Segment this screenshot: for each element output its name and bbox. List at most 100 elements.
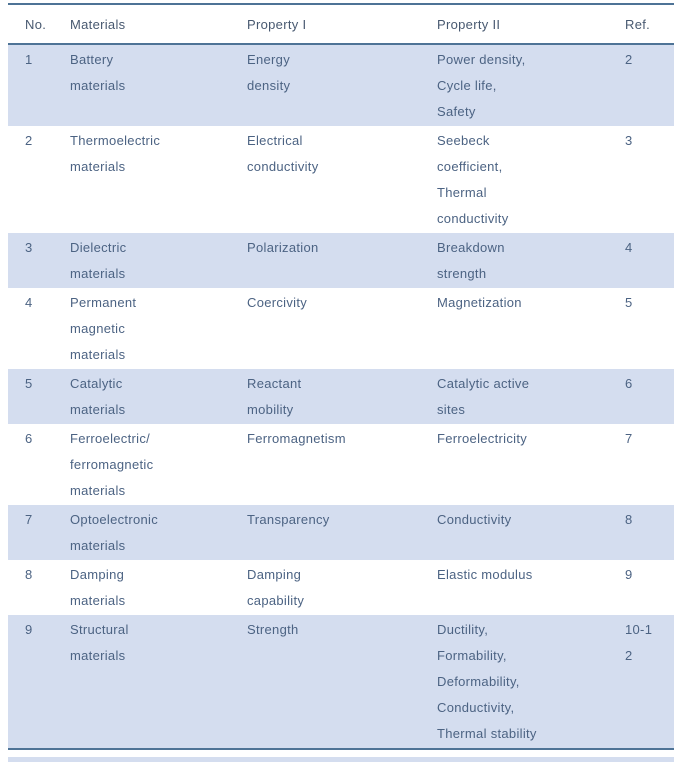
- cell-line: Catalytic: [70, 376, 123, 391]
- cell-no: 8: [8, 560, 70, 615]
- cell-ref: 10-1 2: [625, 615, 674, 749]
- cell-line: Conductivity,: [437, 700, 515, 715]
- cell-materials: Dielectric materials: [70, 233, 247, 288]
- cell-line: 4: [625, 240, 633, 255]
- table-header: No. Materials Property I Property II Ref…: [8, 4, 674, 44]
- cell-no: 9: [8, 615, 70, 749]
- cell-property-1: Coercivity: [247, 288, 437, 369]
- cell-no: 6: [8, 424, 70, 505]
- cell-line: Thermal: [437, 185, 487, 200]
- cell-line: Magnetization: [437, 295, 522, 310]
- cell-line: 9: [625, 567, 633, 582]
- cell-materials: Permanent magnetic materials: [70, 288, 247, 369]
- cell-property-1: Ferromagnetism: [247, 424, 437, 505]
- table-row: 4 Permanent magnetic materials Coercivity Mag…: [8, 288, 674, 369]
- cell-line: 6: [625, 376, 633, 391]
- cell-ref: 3: [625, 126, 674, 233]
- cell-line: Formability,: [437, 648, 507, 663]
- cell-line: Cycle life,: [437, 78, 497, 93]
- cell-line: Thermal stability: [437, 726, 537, 741]
- cell-line: Elastic modulus: [437, 567, 533, 582]
- cell-line: 2: [625, 52, 633, 67]
- cell-line: 8: [25, 567, 33, 582]
- cell-line: materials: [70, 648, 126, 663]
- column-header-property-1: Property I: [247, 16, 307, 32]
- cell-line: strength: [437, 266, 487, 281]
- cell-line: materials: [70, 593, 126, 608]
- cell-property-2: Magnetization: [437, 288, 625, 369]
- column-header-no: No.: [25, 16, 47, 32]
- table-body: 1 Battery materials Energy density Power dens…: [8, 44, 674, 749]
- cell-materials: Optoelectronic materials: [70, 505, 247, 560]
- cell-property-1: Damping capability: [247, 560, 437, 615]
- cell-property-2: Elastic modulus: [437, 560, 625, 615]
- cell-no: 7: [8, 505, 70, 560]
- materials-properties-table: No. Materials Property I Property II Ref…: [8, 3, 674, 750]
- cell-line: Dielectric: [70, 240, 127, 255]
- cell-materials: Damping materials: [70, 560, 247, 615]
- cell-line: capability: [247, 593, 305, 608]
- cell-ref: 7: [625, 424, 674, 505]
- cell-materials: Catalytic materials: [70, 369, 247, 424]
- cell-no: 5: [8, 369, 70, 424]
- cell-line: 3: [25, 240, 33, 255]
- cell-line: materials: [70, 347, 126, 362]
- cell-ref: 4: [625, 233, 674, 288]
- cell-line: Safety: [437, 104, 476, 119]
- column-header-property-2: Property II: [437, 16, 501, 32]
- table-row: 9 Structural materials Strength Ductility, Fo…: [8, 615, 674, 749]
- cell-line: materials: [70, 266, 126, 281]
- cell-line: materials: [70, 402, 126, 417]
- table-row: 2 Thermoelectric materials Electrical conduc…: [8, 126, 674, 233]
- cell-line: Ferroelectricity: [437, 431, 528, 446]
- cell-line: Battery: [70, 52, 114, 67]
- cell-line: 10-1: [625, 622, 653, 637]
- table-row: 7 Optoelectronic materials Transparency Cond…: [8, 505, 674, 560]
- table-row: 1 Battery materials Energy density Power dens…: [8, 44, 674, 126]
- cell-ref: 9: [625, 560, 674, 615]
- table-row: 8 Damping materials Damping capability Elasti…: [8, 560, 674, 615]
- cell-property-2: Conductivity: [437, 505, 625, 560]
- cell-line: materials: [70, 78, 126, 93]
- cell-property-2: Ductility, Formability, Deformability, Cond…: [437, 615, 625, 749]
- cell-property-2: Ferroelectricity: [437, 424, 625, 505]
- table-container: No. Materials Property I Property II Ref…: [8, 3, 674, 750]
- cell-line: Catalytic active: [437, 376, 530, 391]
- cell-line: Breakdown: [437, 240, 505, 255]
- cell-line: 1: [25, 52, 33, 67]
- cell-line: Seebeck: [437, 133, 490, 148]
- cell-property-2: Power density, Cycle life, Safety: [437, 44, 625, 126]
- column-header-ref: Ref.: [625, 16, 651, 32]
- cell-line: 3: [625, 133, 633, 148]
- cell-line: Thermoelectric: [70, 133, 161, 148]
- cell-materials: Battery materials: [70, 44, 247, 126]
- cell-line: 2: [25, 133, 33, 148]
- cell-line: Ductility,: [437, 622, 489, 637]
- cell-line: Strength: [247, 622, 299, 637]
- cell-ref: 5: [625, 288, 674, 369]
- cell-line: Damping: [70, 567, 125, 582]
- cell-materials: Thermoelectric materials: [70, 126, 247, 233]
- cell-line: density: [247, 78, 291, 93]
- cell-property-1: Energy density: [247, 44, 437, 126]
- cell-ref: 8: [625, 505, 674, 560]
- cell-line: sites: [437, 402, 466, 417]
- cell-no: 1: [8, 44, 70, 126]
- next-row-cutoff-strip: [8, 757, 674, 762]
- cell-ref: 2: [625, 44, 674, 126]
- table-row: 3 Dielectric materials Polarization Breakdow…: [8, 233, 674, 288]
- cell-materials: Structural materials: [70, 615, 247, 749]
- header-row: No. Materials Property I Property II Ref…: [8, 4, 674, 44]
- cell-property-1: Polarization: [247, 233, 437, 288]
- cell-line: coefficient,: [437, 159, 503, 174]
- cell-line: conductivity: [247, 159, 319, 174]
- cell-line: 4: [25, 295, 33, 310]
- cell-line: materials: [70, 159, 126, 174]
- cell-property-1: Transparency: [247, 505, 437, 560]
- cell-line: Reactant: [247, 376, 302, 391]
- cell-line: ferromagnetic: [70, 457, 154, 472]
- cell-line: mobility: [247, 402, 294, 417]
- cell-line: materials: [70, 483, 126, 498]
- table-row: 6 Ferroelectric/ferromagnetic materials Fer…: [8, 424, 674, 505]
